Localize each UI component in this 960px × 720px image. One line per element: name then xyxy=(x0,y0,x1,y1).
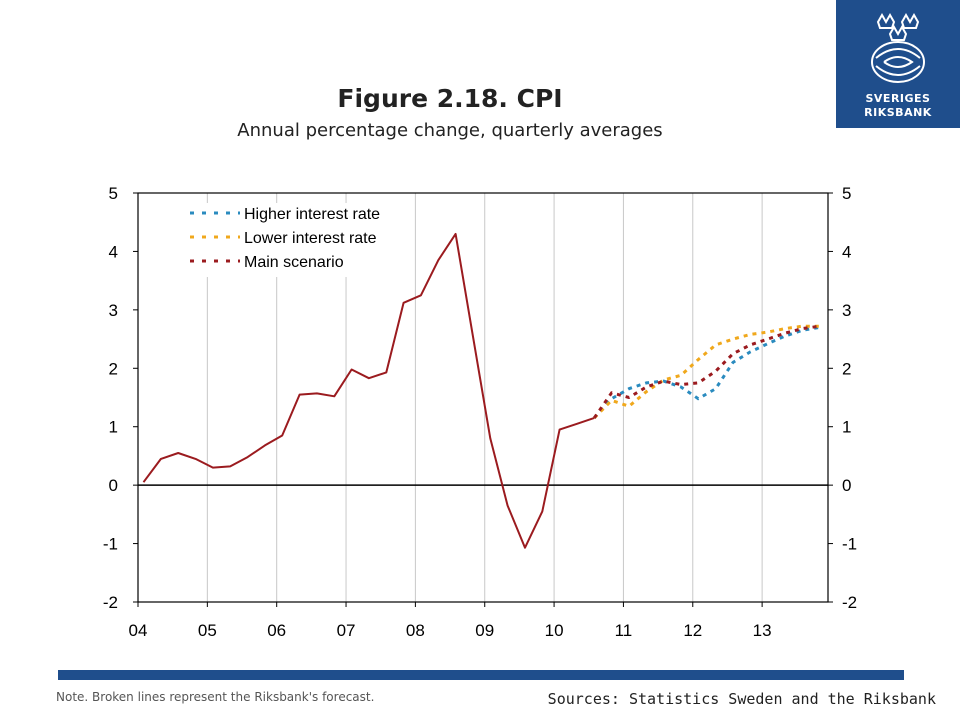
y-tick-label-left: 0 xyxy=(109,476,118,495)
y-tick-label-right: 1 xyxy=(842,418,851,437)
series-line-lower xyxy=(593,324,820,419)
chart-title: Figure 2.18. CPI xyxy=(337,84,563,113)
y-tick-label-left: 1 xyxy=(109,418,118,437)
legend-label: Lower interest rate xyxy=(244,230,377,247)
x-tick-label: 09 xyxy=(475,621,494,640)
sources-text: Sources: Statistics Sweden and the Riksb… xyxy=(547,690,936,708)
forecast-note: Note. Broken lines represent the Riksban… xyxy=(56,690,375,704)
y-tick-label-left: 2 xyxy=(109,359,118,378)
y-tick-label-left: 4 xyxy=(109,242,118,261)
y-tick-label-right: -2 xyxy=(842,593,857,612)
y-tick-label-right: 0 xyxy=(842,476,851,495)
x-tick-label: 05 xyxy=(198,621,217,640)
logo-line1: SVERIGES xyxy=(865,92,931,105)
y-tick-label-left: -1 xyxy=(103,535,118,554)
x-tick-label: 08 xyxy=(406,621,425,640)
series-line-higher xyxy=(593,325,820,419)
y-tick-label-left: 3 xyxy=(109,301,118,320)
y-tick-label-right: 3 xyxy=(842,301,851,320)
x-tick-label: 07 xyxy=(337,621,356,640)
plot-frame xyxy=(137,192,829,603)
x-tick-label: 10 xyxy=(545,621,564,640)
y-tick-label-right: 2 xyxy=(842,359,851,378)
legend-box xyxy=(156,203,406,277)
y-tick-label-left: -2 xyxy=(103,593,118,612)
riksbank-crest-icon xyxy=(871,12,925,83)
x-tick-label: 12 xyxy=(683,621,702,640)
chart-subtitle: Annual percentage change, quarterly aver… xyxy=(237,120,663,141)
legend-label: Higher interest rate xyxy=(244,206,380,223)
riksbank-logo: SVERIGES RIKSBANK xyxy=(836,0,960,128)
x-tick-label: 13 xyxy=(753,621,772,640)
legend-label: Main scenario xyxy=(244,254,344,271)
series-line-outcome xyxy=(142,232,595,549)
footer-bar xyxy=(58,670,904,680)
series-line-main xyxy=(593,324,820,419)
x-tick-label: 04 xyxy=(129,621,148,640)
logo-line2: RIKSBANK xyxy=(864,106,932,119)
y-tick-label-right: -1 xyxy=(842,535,857,554)
x-tick-label: 06 xyxy=(267,621,286,640)
y-tick-label-right: 4 xyxy=(842,242,851,261)
y-tick-label-right: 5 xyxy=(842,184,851,203)
x-tick-label: 11 xyxy=(615,621,633,640)
y-tick-label-left: 5 xyxy=(109,184,118,203)
